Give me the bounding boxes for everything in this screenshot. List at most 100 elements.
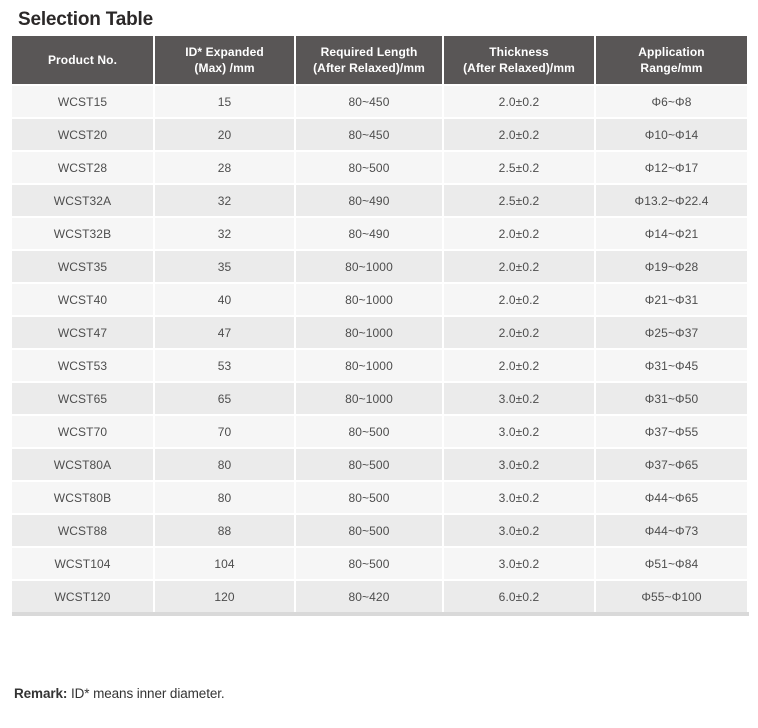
table-row: WCST47 47 80~1000 2.0±0.2 Φ25~Φ37 (12, 317, 747, 348)
table-cell: 2.0±0.2 (444, 251, 594, 282)
table-cell: 2.5±0.2 (444, 185, 594, 216)
table-cell: Φ37~Φ65 (596, 449, 747, 480)
table-cell: 35 (155, 251, 294, 282)
table-cell: 80~1000 (296, 383, 442, 414)
table-cell: WCST32B (12, 218, 153, 249)
table-cell: Φ31~Φ45 (596, 350, 747, 381)
table-cell: 80 (155, 482, 294, 513)
table-cell: 2.0±0.2 (444, 284, 594, 315)
table-cell: 3.0±0.2 (444, 482, 594, 513)
table-cell: Φ31~Φ50 (596, 383, 747, 414)
table-cell: WCST70 (12, 416, 153, 447)
table-cell: 3.0±0.2 (444, 449, 594, 480)
table-row: WCST104 104 80~500 3.0±0.2 Φ51~Φ84 (12, 548, 747, 579)
table-cell: 88 (155, 515, 294, 546)
table-cell: 53 (155, 350, 294, 381)
header-row: Product No. ID* Expanded (Max) /mm Required… (12, 36, 747, 84)
table-row: WCST80A 80 80~500 3.0±0.2 Φ37~Φ65 (12, 449, 747, 480)
table-cell: WCST53 (12, 350, 153, 381)
table-cell: 80~500 (296, 152, 442, 183)
remark-text: ID* means inner diameter. (67, 686, 225, 701)
table-cell: 28 (155, 152, 294, 183)
table-cell: 80~500 (296, 449, 442, 480)
table-row: WCST40 40 80~1000 2.0±0.2 Φ21~Φ31 (12, 284, 747, 315)
table-cell: 80~490 (296, 218, 442, 249)
table-cell: Φ51~Φ84 (596, 548, 747, 579)
table-header: Product No. ID* Expanded (Max) /mm Required… (12, 36, 747, 84)
table-cell: 6.0±0.2 (444, 581, 594, 612)
table-cell: 80 (155, 449, 294, 480)
table-row: WCST28 28 80~500 2.5±0.2 Φ12~Φ17 (12, 152, 747, 183)
table-row: WCST20 20 80~450 2.0±0.2 Φ10~Φ14 (12, 119, 747, 150)
table-cell: 80~500 (296, 416, 442, 447)
table-cell: Φ12~Φ17 (596, 152, 747, 183)
table-row: WCST120 120 80~420 6.0±0.2 Φ55~Φ100 (12, 581, 747, 612)
table-cell: WCST47 (12, 317, 153, 348)
table-cell: Φ37~Φ55 (596, 416, 747, 447)
table-bottom-rule (12, 612, 749, 616)
table-cell: 47 (155, 317, 294, 348)
table-cell: 2.0±0.2 (444, 350, 594, 381)
table-row: WCST32A 32 80~490 2.5±0.2 Φ13.2~Φ22.4 (12, 185, 747, 216)
table-cell: WCST40 (12, 284, 153, 315)
table-cell: 2.0±0.2 (444, 86, 594, 117)
table-cell: 80~490 (296, 185, 442, 216)
table-cell: 120 (155, 581, 294, 612)
page-title: Selection Table (18, 9, 153, 30)
table-cell: Φ44~Φ73 (596, 515, 747, 546)
table-cell: WCST28 (12, 152, 153, 183)
table-cell: 20 (155, 119, 294, 150)
header-cell: Application Range/mm (596, 36, 747, 84)
table-cell: 65 (155, 383, 294, 414)
table-row: WCST88 88 80~500 3.0±0.2 Φ44~Φ73 (12, 515, 747, 546)
table-cell: 40 (155, 284, 294, 315)
table-cell: 80~500 (296, 515, 442, 546)
table-row: WCST53 53 80~1000 2.0±0.2 Φ31~Φ45 (12, 350, 747, 381)
table-cell: 3.0±0.2 (444, 515, 594, 546)
table-cell: Φ55~Φ100 (596, 581, 747, 612)
table-cell: Φ6~Φ8 (596, 86, 747, 117)
table-cell: WCST65 (12, 383, 153, 414)
table-cell: WCST15 (12, 86, 153, 117)
table-row: WCST70 70 80~500 3.0±0.2 Φ37~Φ55 (12, 416, 747, 447)
table-cell: 2.0±0.2 (444, 119, 594, 150)
selection-table-grid: Product No. ID* Expanded (Max) /mm Required… (10, 34, 749, 614)
table-cell: 80~1000 (296, 350, 442, 381)
table-cell: 15 (155, 86, 294, 117)
table-cell: 32 (155, 218, 294, 249)
table-cell: 80~450 (296, 86, 442, 117)
table-cell: WCST88 (12, 515, 153, 546)
table-cell: Φ19~Φ28 (596, 251, 747, 282)
header-cell: ID* Expanded (Max) /mm (155, 36, 294, 84)
table-body: WCST15 15 80~450 2.0±0.2 Φ6~Φ8 WCST20 20 80~450… (12, 86, 747, 612)
table-row: WCST15 15 80~450 2.0±0.2 Φ6~Φ8 (12, 86, 747, 117)
table-cell: 3.0±0.2 (444, 548, 594, 579)
table-cell: 80~500 (296, 482, 442, 513)
selection-table: Product No. ID* Expanded (Max) /mm Required… (10, 34, 749, 616)
table-cell: 80~450 (296, 119, 442, 150)
table-row: WCST32B 32 80~490 2.0±0.2 Φ14~Φ21 (12, 218, 747, 249)
table-cell: 32 (155, 185, 294, 216)
header-cell: Thickness (After Relaxed)/mm (444, 36, 594, 84)
table-cell: WCST32A (12, 185, 153, 216)
table-cell: 80~1000 (296, 284, 442, 315)
remark: Remark: ID* means inner diameter. (14, 686, 758, 701)
table-cell: 80~500 (296, 548, 442, 579)
table-cell: 80~1000 (296, 251, 442, 282)
table-cell: Φ10~Φ14 (596, 119, 747, 150)
table-cell: 80~1000 (296, 317, 442, 348)
remark-label: Remark: (14, 686, 68, 701)
table-cell: 70 (155, 416, 294, 447)
table-cell: WCST80B (12, 482, 153, 513)
table-row: WCST65 65 80~1000 3.0±0.2 Φ31~Φ50 (12, 383, 747, 414)
table-cell: Φ21~Φ31 (596, 284, 747, 315)
header-cell: Product No. (12, 36, 153, 84)
table-cell: WCST104 (12, 548, 153, 579)
table-cell: 3.0±0.2 (444, 383, 594, 414)
table-cell: Φ14~Φ21 (596, 218, 747, 249)
table-cell: 2.5±0.2 (444, 152, 594, 183)
table-cell: Φ44~Φ65 (596, 482, 747, 513)
table-row: WCST35 35 80~1000 2.0±0.2 Φ19~Φ28 (12, 251, 747, 282)
table-cell: WCST20 (12, 119, 153, 150)
table-cell: 2.0±0.2 (444, 317, 594, 348)
